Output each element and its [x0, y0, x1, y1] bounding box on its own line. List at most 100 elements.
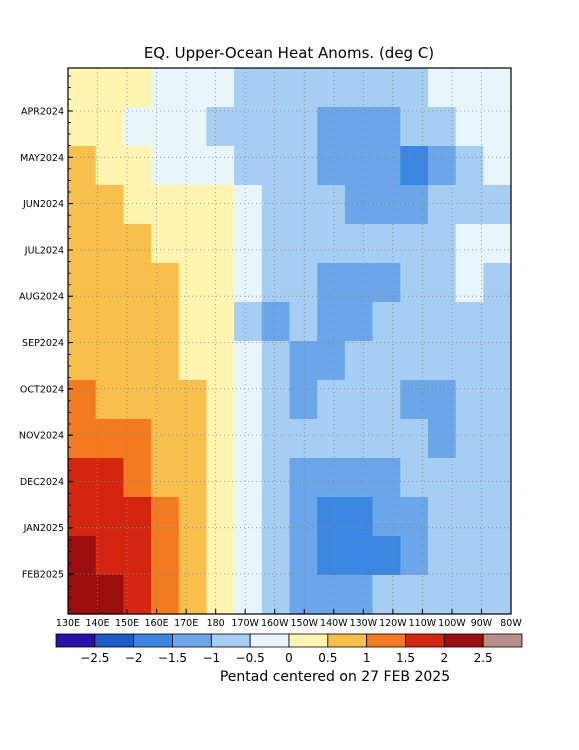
colorbar-label: −1 [202, 651, 220, 665]
heatmap-cell [123, 302, 152, 342]
x-tick-label: 170W [231, 618, 259, 629]
heatmap-cell [178, 458, 208, 498]
heatmap-cell [151, 536, 180, 576]
heatmap-cell [317, 224, 346, 264]
heatmap-cell [206, 419, 235, 459]
heatmap-cell [206, 185, 235, 225]
heatmap-cell [206, 380, 235, 420]
heatmap-cell [178, 68, 208, 108]
heatmap-cell [289, 341, 318, 381]
heatmap-cell [68, 419, 97, 459]
heatmap-cell [317, 575, 346, 615]
heatmap-cell [151, 68, 180, 108]
heatmap-cell [95, 68, 124, 108]
heatmap-cell [151, 107, 180, 147]
heatmap-cell [483, 458, 512, 498]
heatmap-cell [317, 458, 346, 498]
heatmap-cell [206, 68, 235, 108]
heatmap-cell [151, 146, 180, 186]
heatmap-cell [95, 224, 124, 264]
heatmap-cell [372, 341, 401, 381]
colorbar-label: 2.5 [474, 651, 493, 665]
x-tick-label: 150E [115, 618, 139, 629]
colorbar-swatch [94, 633, 135, 648]
heatmap-cell [178, 380, 208, 420]
heatmap-cell [68, 107, 97, 147]
heatmap-cell [427, 575, 457, 615]
heatmap-cell [95, 536, 124, 576]
heatmap-cell [261, 107, 291, 147]
heatmap-cell [123, 68, 152, 108]
heatmap-cell [344, 575, 374, 615]
colorbar-label: 1 [363, 651, 371, 665]
heatmap-cell [234, 419, 263, 459]
heatmap-cell [427, 107, 457, 147]
colorbar-swatch [443, 633, 484, 648]
heatmap-cell [261, 458, 291, 498]
plot-frame [67, 67, 512, 615]
heatmap-cell [289, 107, 318, 147]
colorbar-label: −1.5 [158, 651, 187, 665]
heatmap-cell [289, 536, 318, 576]
grid-lines [68, 68, 511, 614]
heatmap-cell [455, 185, 484, 225]
heatmap-cell [483, 341, 512, 381]
heatmap-cell [455, 263, 484, 303]
heatmap-cell [261, 146, 291, 186]
heatmap-cell [455, 497, 484, 537]
heatmap-cell [372, 380, 401, 420]
heatmap-cell [206, 107, 235, 147]
colorbar-swatch [482, 633, 523, 648]
heatmap-cell [261, 302, 291, 342]
heatmap-cell [372, 185, 401, 225]
heatmap-cell [317, 185, 346, 225]
heatmap-cell [400, 380, 429, 420]
heatmap-cell [400, 458, 429, 498]
heatmap-cell [455, 419, 484, 459]
heatmap-cell [344, 458, 374, 498]
heatmap-cell [427, 185, 457, 225]
heatmap-cell [400, 302, 429, 342]
heatmap-cell [372, 146, 401, 186]
heatmap-cell [289, 263, 318, 303]
heatmap-cell [372, 419, 401, 459]
heatmap-cell [483, 68, 512, 108]
heatmap-cell [123, 185, 152, 225]
heatmap-cell [289, 185, 318, 225]
y-tick-label: JUN2024 [22, 199, 64, 210]
heatmap-cell [68, 224, 97, 264]
heatmap-cell [344, 185, 374, 225]
heatmap-cell [317, 380, 346, 420]
heatmap-cell [234, 536, 263, 576]
heatmap-cell [151, 341, 180, 381]
heatmap-cell [261, 68, 291, 108]
y-tick-label: SEP2024 [22, 338, 64, 349]
heatmap-cell [372, 536, 401, 576]
heatmap-cell [455, 575, 484, 615]
heatmap-cell [289, 224, 318, 264]
heatmap-cell [68, 146, 97, 186]
heatmap-cell [344, 146, 374, 186]
heatmap-cell [123, 575, 152, 615]
heatmap-cell [427, 419, 457, 459]
heatmap-cell [178, 497, 208, 537]
heatmap-cell [483, 263, 512, 303]
x-tick-label: 170E [174, 618, 198, 629]
heatmap-cell [151, 224, 180, 264]
colorbar-label: −2.5 [80, 651, 109, 665]
heatmap-cell [483, 146, 512, 186]
heatmap-cell [317, 263, 346, 303]
y-tick-label: MAY2024 [20, 153, 64, 164]
heatmap-cell [234, 341, 263, 381]
heatmap-cell [261, 380, 291, 420]
heatmap-cell [95, 341, 124, 381]
y-tick-label: FEB2025 [22, 570, 64, 581]
heatmap-cell [289, 419, 318, 459]
heatmap-cell [427, 497, 457, 537]
heatmap-cell [344, 224, 374, 264]
heatmap-cell [455, 380, 484, 420]
x-tick-label: 150W [291, 618, 319, 629]
heatmap-cell [206, 536, 235, 576]
heatmap-cell [68, 458, 97, 498]
